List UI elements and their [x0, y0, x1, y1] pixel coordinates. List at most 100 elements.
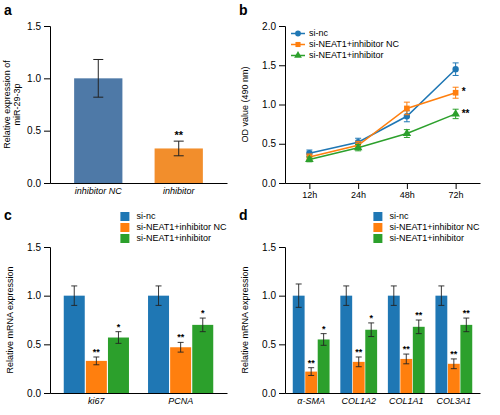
y-axis: 0.00.51.01.5 — [262, 242, 285, 399]
error-bar — [416, 320, 422, 334]
bar — [388, 296, 400, 393]
figure: a0.00.51.01.5Relative expression ofmiR-2… — [0, 0, 500, 415]
error-bar — [404, 102, 410, 115]
x-axis: ki67 PCNA — [51, 393, 228, 406]
x-tick-label: inhibitor NC — [75, 186, 123, 196]
axis-line — [279, 248, 286, 394]
legend-label: si-NEAT1+inhibitor — [309, 50, 384, 60]
x-tick: PCNA — [168, 393, 193, 406]
y-tick-label: 1.0 — [27, 73, 41, 84]
y-tick: 1.5 — [262, 60, 285, 71]
y-tick-mark — [279, 144, 285, 145]
y-tick-mark — [44, 183, 50, 184]
bar — [192, 325, 213, 393]
line — [309, 93, 455, 157]
marks — [305, 63, 460, 162]
panel-label: a — [4, 2, 12, 18]
x-tick-label: inhibitor — [163, 186, 196, 196]
y-tick-label: 0.0 — [262, 388, 276, 399]
marks — [74, 59, 203, 183]
legend-label: si-nc — [309, 28, 329, 38]
y-tick: 0.5 — [27, 125, 50, 136]
x-axis: 12h24h48h72h — [286, 183, 481, 200]
axis-line — [286, 183, 481, 184]
y-tick: 1.5 — [27, 242, 50, 253]
marker — [354, 143, 363, 150]
panel: d0.00.51.01.5Relative mRNA expressionα-S… — [239, 207, 481, 406]
significance-label: ** — [450, 349, 458, 359]
significance-label: ** — [403, 344, 411, 354]
plot-area: 0.00.51.01.5Relative mRNA expressionki67… — [5, 211, 228, 407]
bar — [460, 325, 472, 393]
error-bar — [178, 342, 184, 352]
y-axis-title: Relative mRNA expression — [5, 266, 15, 373]
x-tick: 72h — [449, 183, 464, 200]
x-tick-mark — [309, 183, 310, 189]
bar — [413, 327, 425, 393]
marker — [305, 154, 314, 161]
significance-label: ** — [177, 332, 185, 342]
y-tick-mark — [279, 296, 285, 297]
bar-series — [108, 318, 213, 393]
error-bar — [115, 332, 121, 344]
y-tick-mark — [44, 78, 50, 79]
y-tick-mark — [279, 344, 285, 345]
axis-line — [44, 248, 51, 394]
x-tick-mark — [456, 183, 457, 189]
legend-item: si-NEAT1+inhibitor NC — [373, 222, 480, 232]
y-tick: 0.0 — [27, 388, 50, 399]
error-bar — [296, 284, 302, 307]
significance-label: ** — [462, 108, 470, 119]
x-axis: α-SMACOL1A2COL1A1COL3A1 — [286, 393, 481, 406]
y-tick-mark — [44, 247, 50, 248]
significance-label: * — [201, 308, 205, 318]
line — [309, 114, 455, 160]
bar — [340, 296, 352, 393]
legend-swatch — [295, 31, 301, 37]
legend-swatch — [373, 212, 382, 221]
panel-label: c — [4, 207, 12, 223]
bar-series — [64, 286, 169, 393]
significance-label: * — [369, 313, 373, 323]
x-tick-label: COL3A1 — [437, 396, 472, 406]
legend-swatch — [373, 223, 382, 232]
plot-area: 0.00.51.01.5Relative expression ofmiR-29… — [2, 21, 228, 197]
x-tick: COL1A1 — [389, 393, 424, 406]
bar-series — [86, 342, 191, 393]
y-tick: 2.0 — [262, 21, 285, 32]
x-tick-mark — [407, 183, 408, 189]
legend-swatch — [373, 234, 382, 243]
marks — [293, 284, 472, 393]
legend-item: si-NEAT1+inhibitor NC — [291, 39, 400, 49]
significance-label: ** — [174, 129, 183, 141]
legend: si-ncsi-NEAT1+inhibitor NCsi-NEAT1+inhib… — [120, 211, 227, 243]
x-tick-label: 24h — [351, 190, 366, 200]
marker — [403, 129, 412, 136]
y-tick: 0.0 — [27, 178, 50, 189]
marks — [64, 286, 214, 393]
bar — [293, 296, 305, 393]
x-tick: inhibitor NC — [75, 183, 123, 196]
x-tick-label: 72h — [449, 190, 464, 200]
y-tick-label: 1.5 — [262, 242, 276, 253]
y-tick-label: 0.5 — [27, 125, 41, 136]
legend-item: si-NEAT1+inhibitor — [120, 233, 211, 243]
legend-swatch — [295, 42, 300, 47]
axis-line — [51, 393, 228, 394]
legend-swatch — [294, 51, 302, 58]
x-tick-label: COL1A1 — [389, 396, 424, 406]
error-bar — [71, 286, 77, 305]
bar — [170, 347, 191, 393]
x-tick: COL3A1 — [437, 393, 472, 406]
y-tick-mark — [44, 131, 50, 132]
legend-item: si-NEAT1+inhibitor NC — [120, 222, 227, 232]
x-tick-label: PCNA — [168, 396, 193, 406]
y-axis-title: Relative expression ofmiR-29-3p — [2, 60, 22, 149]
legend-swatch — [120, 223, 129, 232]
y-tick: 1.0 — [27, 73, 50, 84]
significance-label: * — [322, 324, 326, 334]
y-tick: 0.0 — [262, 388, 285, 399]
bar — [435, 296, 447, 393]
x-tick: ki67 — [88, 393, 106, 406]
significance-label: * — [117, 322, 121, 332]
